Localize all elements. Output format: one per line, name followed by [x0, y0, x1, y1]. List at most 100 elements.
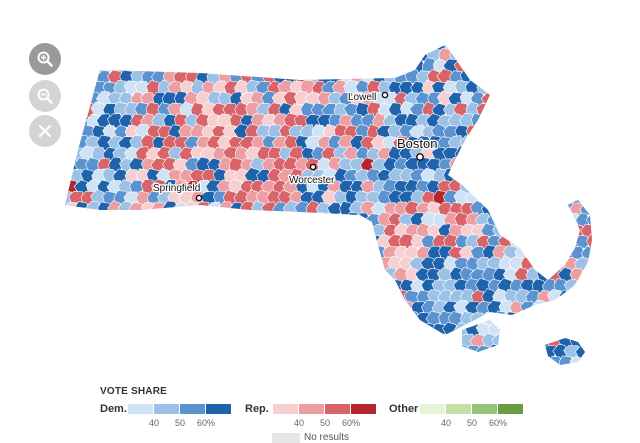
- municipality[interactable]: [580, 355, 596, 371]
- zoom-out-button[interactable]: [29, 80, 61, 112]
- municipality[interactable]: [245, 322, 262, 339]
- municipality[interactable]: [234, 256, 251, 273]
- municipality[interactable]: [73, 267, 91, 284]
- municipality[interactable]: [492, 356, 509, 369]
- municipality[interactable]: [361, 334, 377, 350]
- municipality[interactable]: [278, 256, 295, 272]
- municipality[interactable]: [288, 234, 305, 249]
- municipality[interactable]: [344, 234, 360, 250]
- municipality[interactable]: [288, 277, 306, 295]
- municipality[interactable]: [145, 343, 163, 361]
- municipality[interactable]: [282, 223, 300, 239]
- municipality[interactable]: [260, 288, 277, 305]
- municipality[interactable]: [497, 322, 514, 338]
- municipality[interactable]: [271, 310, 289, 327]
- municipality[interactable]: [123, 278, 141, 295]
- municipality[interactable]: [360, 47, 376, 63]
- municipality[interactable]: [405, 354, 422, 370]
- municipality[interactable]: [130, 311, 146, 328]
- municipality[interactable]: [157, 322, 173, 338]
- municipality[interactable]: [262, 245, 278, 261]
- municipality[interactable]: [465, 38, 482, 51]
- municipality[interactable]: [265, 345, 284, 359]
- municipality[interactable]: [332, 213, 349, 229]
- municipality[interactable]: [305, 266, 322, 283]
- municipality[interactable]: [102, 233, 119, 251]
- municipality[interactable]: [249, 267, 268, 283]
- municipality[interactable]: [547, 200, 564, 217]
- municipality[interactable]: [514, 222, 531, 239]
- municipality[interactable]: [557, 113, 575, 129]
- municipality[interactable]: [454, 167, 471, 184]
- municipality[interactable]: [85, 332, 103, 349]
- municipality[interactable]: [299, 234, 316, 250]
- municipality[interactable]: [140, 332, 156, 350]
- municipality[interactable]: [129, 334, 146, 349]
- municipality[interactable]: [447, 356, 464, 371]
- municipality[interactable]: [530, 211, 547, 228]
- municipality[interactable]: [575, 321, 591, 337]
- municipality[interactable]: [293, 289, 311, 306]
- municipality[interactable]: [316, 312, 334, 328]
- municipality[interactable]: [69, 345, 85, 361]
- municipality[interactable]: [518, 102, 537, 118]
- municipality[interactable]: [498, 101, 514, 117]
- municipality[interactable]: [47, 345, 63, 360]
- municipality[interactable]: [218, 310, 233, 327]
- municipality[interactable]: [305, 223, 321, 240]
- municipality[interactable]: [196, 48, 212, 63]
- municipality[interactable]: [574, 167, 592, 184]
- municipality[interactable]: [48, 82, 63, 97]
- municipality[interactable]: [464, 58, 482, 75]
- municipality[interactable]: [398, 343, 415, 360]
- municipality[interactable]: [579, 47, 597, 64]
- municipality[interactable]: [52, 311, 69, 328]
- municipality[interactable]: [69, 102, 86, 118]
- municipality[interactable]: [481, 179, 499, 196]
- municipality[interactable]: [300, 278, 317, 294]
- municipality[interactable]: [295, 267, 311, 283]
- municipality[interactable]: [108, 224, 125, 239]
- municipality[interactable]: [97, 267, 114, 283]
- municipality[interactable]: [168, 301, 184, 316]
- municipality[interactable]: [415, 355, 433, 371]
- municipality[interactable]: [530, 321, 548, 338]
- municipality[interactable]: [593, 290, 608, 304]
- municipality[interactable]: [151, 310, 169, 327]
- municipality[interactable]: [79, 38, 97, 52]
- municipality[interactable]: [497, 345, 514, 360]
- municipality[interactable]: [475, 124, 493, 139]
- municipality[interactable]: [85, 355, 101, 371]
- municipality[interactable]: [503, 178, 519, 195]
- municipality[interactable]: [503, 201, 521, 216]
- municipality[interactable]: [294, 222, 311, 239]
- municipality[interactable]: [531, 168, 547, 184]
- municipality[interactable]: [591, 68, 607, 85]
- municipality[interactable]: [553, 101, 570, 119]
- municipality[interactable]: [557, 157, 575, 173]
- municipality[interactable]: [586, 79, 601, 95]
- municipality[interactable]: [217, 354, 233, 369]
- municipality[interactable]: [579, 289, 596, 305]
- municipality[interactable]: [344, 301, 361, 316]
- municipality[interactable]: [288, 300, 305, 315]
- municipality[interactable]: [332, 322, 350, 338]
- municipality[interactable]: [570, 288, 587, 304]
- municipality[interactable]: [453, 343, 471, 360]
- municipality[interactable]: [168, 322, 184, 338]
- municipality[interactable]: [211, 344, 228, 360]
- municipality[interactable]: [282, 355, 300, 370]
- municipality[interactable]: [189, 323, 207, 337]
- municipality[interactable]: [376, 322, 394, 338]
- municipality[interactable]: [300, 256, 316, 273]
- municipality[interactable]: [552, 189, 569, 206]
- municipality[interactable]: [580, 113, 596, 130]
- municipality[interactable]: [239, 267, 256, 283]
- municipality[interactable]: [117, 267, 136, 284]
- municipality[interactable]: [559, 290, 574, 306]
- municipality[interactable]: [151, 290, 167, 305]
- municipality[interactable]: [288, 345, 305, 359]
- municipality[interactable]: [59, 102, 74, 118]
- municipality[interactable]: [91, 299, 107, 315]
- municipality[interactable]: [251, 223, 267, 240]
